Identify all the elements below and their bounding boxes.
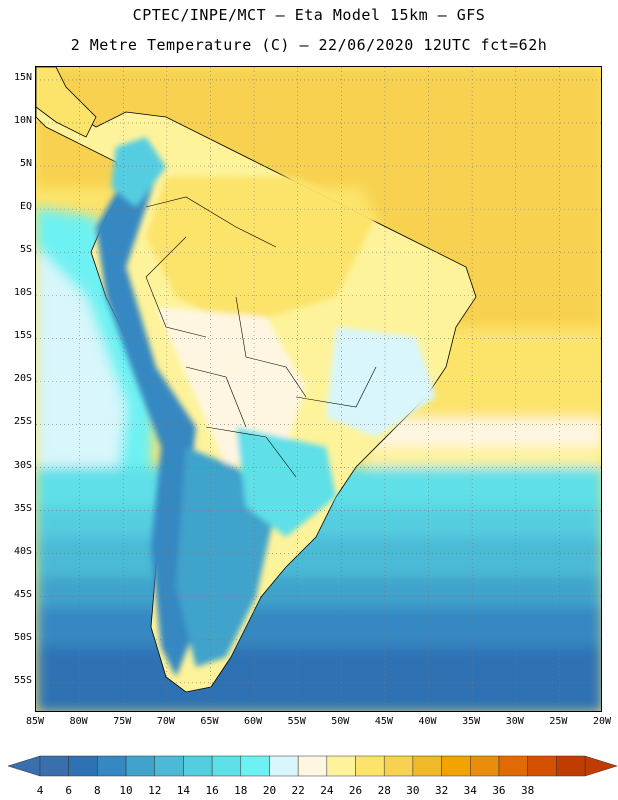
- colorbar-label: 26: [348, 784, 363, 797]
- colorbar-label: 22: [291, 784, 305, 797]
- map-canvas: [36, 67, 601, 711]
- amazon-warm: [146, 177, 376, 327]
- lon-label: 60W: [244, 716, 263, 727]
- colorbar-label: 34: [463, 784, 477, 797]
- lon-label: 65W: [200, 716, 219, 727]
- colorbar-segment: [527, 755, 557, 777]
- colorbar-segment: [326, 755, 356, 777]
- colorbar-label: 36: [492, 784, 506, 797]
- colorbar-label: 8: [94, 784, 101, 797]
- map-title-source: CPTEC/INPE/MCT – Eta Model 15km – GFS: [132, 6, 486, 24]
- colorbar-segment: [125, 755, 155, 777]
- colorbar-segment: [441, 755, 471, 777]
- colorbar-label: 24: [320, 784, 334, 797]
- colorbar-segment: [412, 755, 442, 777]
- colorbar-label: 10: [119, 784, 133, 797]
- lat-label: 10N: [13, 114, 32, 126]
- colorbar-segment: [68, 755, 98, 777]
- lat-label: 35S: [13, 502, 32, 514]
- lat-label: 55S: [13, 674, 32, 686]
- lat-label: 30S: [13, 459, 32, 471]
- country-borders: [145, 196, 377, 478]
- lat-label: 50S: [13, 631, 32, 643]
- lat-label: 45S: [13, 588, 32, 600]
- colorbar-right-arrow: [584, 755, 618, 777]
- lon-label: 40W: [418, 716, 437, 727]
- lon-label: 55W: [287, 716, 306, 727]
- colorbar-segment: [211, 755, 242, 777]
- colorbar-segment: [240, 755, 270, 777]
- lat-label: 5N: [19, 158, 32, 170]
- lon-label: 35W: [462, 716, 481, 727]
- colorbar-segment: [183, 755, 213, 777]
- ocean-south-6: [36, 647, 601, 711]
- colorbar-left-arrow: [7, 755, 41, 777]
- lat-label: 20S: [13, 373, 32, 385]
- colorbar-label: 18: [234, 784, 248, 797]
- temperature-colorbar: [7, 755, 618, 777]
- lon-label: 70W: [156, 716, 175, 727]
- lon-label: 20W: [592, 716, 612, 727]
- colombia-andes: [111, 137, 166, 207]
- colorbar-label: 28: [377, 784, 391, 797]
- pampas-cool: [236, 427, 336, 537]
- colorbar-segment: [355, 755, 385, 777]
- colorbar-segment: [383, 755, 414, 777]
- ocean-atlantic-warm2: [416, 327, 601, 407]
- colorbar-segment: [556, 755, 586, 777]
- lat-label: 40S: [13, 545, 32, 557]
- lon-label: 80W: [69, 716, 88, 727]
- colorbar-segment: [470, 755, 500, 777]
- central-america-land: [36, 67, 97, 138]
- colorbar-label: 20: [262, 784, 277, 797]
- temperature-map[interactable]: [35, 66, 602, 712]
- interior-mild: [156, 307, 306, 467]
- colorbar-segment: [498, 755, 528, 777]
- colorbar-label: 4: [36, 784, 44, 797]
- lon-label: 75W: [113, 716, 132, 727]
- southeast-cool: [326, 327, 436, 437]
- lat-label: 5S: [19, 244, 32, 256]
- lon-label: 85W: [25, 716, 45, 727]
- colorbar-segment: [269, 755, 299, 777]
- lon-label: 30W: [505, 716, 524, 727]
- lat-label: EQ: [19, 201, 32, 213]
- lon-label: 50W: [331, 716, 350, 727]
- colorbar-segment: [39, 755, 69, 777]
- lat-label: 10S: [13, 287, 32, 299]
- colorbar-label: 6: [65, 784, 72, 797]
- colorbar-label: 14: [176, 784, 191, 797]
- colorbar-segment: [154, 755, 184, 777]
- lat-label: 15N: [13, 71, 32, 83]
- andes-cold: [96, 157, 196, 677]
- colorbar-label: 16: [205, 784, 219, 797]
- lat-label: 15S: [13, 330, 32, 342]
- lon-label: 45W: [374, 716, 393, 727]
- map-gridlines: [36, 67, 601, 711]
- colorbar-label: 12: [148, 784, 162, 797]
- lon-label: 25W: [549, 716, 568, 727]
- colorbar-segment: [297, 755, 328, 777]
- colorbar-segment: [97, 755, 127, 777]
- colorbar-label: 38: [521, 784, 535, 797]
- colorbar-label: 32: [434, 784, 449, 797]
- map-title-variable: 2 Metre Temperature (C) – 22/06/2020 12U…: [70, 36, 548, 54]
- colorbar-label: 30: [406, 784, 420, 797]
- lat-label: 25S: [13, 416, 32, 428]
